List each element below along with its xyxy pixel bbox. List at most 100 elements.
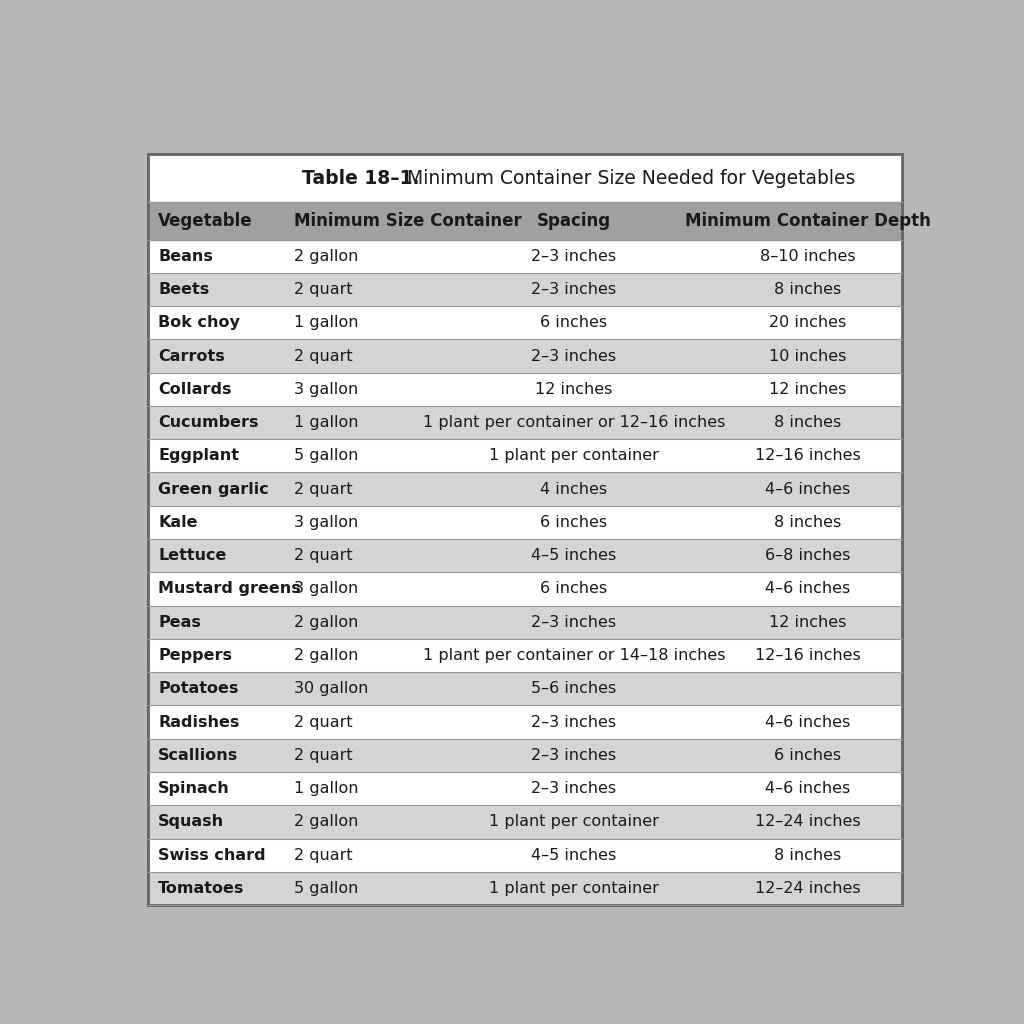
Bar [147, 202, 902, 240]
Text: 2–3 inches: 2–3 inches [531, 282, 616, 297]
Text: 12–24 inches: 12–24 inches [755, 814, 860, 829]
Bar [147, 439, 902, 472]
Text: Potatoes: Potatoes [158, 681, 239, 696]
Text: 5 gallon: 5 gallon [294, 449, 358, 463]
Bar [147, 272, 902, 306]
Text: 2–3 inches: 2–3 inches [531, 781, 616, 796]
Text: 2–3 inches: 2–3 inches [531, 348, 616, 364]
Text: 1 gallon: 1 gallon [294, 415, 358, 430]
Text: Peas: Peas [158, 614, 201, 630]
Text: Lettuce: Lettuce [158, 548, 226, 563]
Text: Minimum Size Container: Minimum Size Container [294, 212, 521, 229]
Text: Spacing: Spacing [537, 212, 611, 229]
Text: 6 inches: 6 inches [541, 315, 607, 331]
Text: 12 inches: 12 inches [769, 382, 846, 397]
Text: 10 inches: 10 inches [769, 348, 846, 364]
Text: 2 quart: 2 quart [294, 715, 352, 729]
Text: 4–5 inches: 4–5 inches [531, 548, 616, 563]
Text: Peppers: Peppers [158, 648, 232, 663]
Bar [147, 155, 902, 202]
Bar [147, 339, 902, 373]
Text: Beets: Beets [158, 282, 209, 297]
Text: 2 quart: 2 quart [294, 548, 352, 563]
Text: 12–16 inches: 12–16 inches [755, 648, 860, 663]
Bar [147, 539, 902, 572]
Text: Table 18–1.: Table 18–1. [302, 169, 420, 187]
Text: Mustard greens: Mustard greens [158, 582, 301, 596]
Text: 3 gallon: 3 gallon [294, 582, 358, 596]
Text: 2 gallon: 2 gallon [294, 814, 358, 829]
Text: 3 gallon: 3 gallon [294, 382, 358, 397]
Text: 5–6 inches: 5–6 inches [531, 681, 616, 696]
Text: Vegetable: Vegetable [158, 212, 253, 229]
Text: Minimum Container Depth: Minimum Container Depth [685, 212, 931, 229]
Text: 8 inches: 8 inches [774, 848, 841, 862]
Text: 4–6 inches: 4–6 inches [765, 582, 850, 596]
Text: 1 plant per container or 12–16 inches: 1 plant per container or 12–16 inches [423, 415, 725, 430]
Text: 1 plant per container or 14–18 inches: 1 plant per container or 14–18 inches [423, 648, 725, 663]
Bar [147, 406, 902, 439]
Text: 2–3 inches: 2–3 inches [531, 614, 616, 630]
Text: 1 gallon: 1 gallon [294, 315, 358, 331]
Text: 3 gallon: 3 gallon [294, 515, 358, 529]
Bar [147, 639, 902, 672]
Text: 1 plant per container: 1 plant per container [488, 881, 658, 896]
Text: Tomatoes: Tomatoes [158, 881, 245, 896]
Text: Green garlic: Green garlic [158, 481, 269, 497]
Text: 2 quart: 2 quart [294, 848, 352, 862]
Text: 12 inches: 12 inches [769, 614, 846, 630]
Text: Carrots: Carrots [158, 348, 225, 364]
Text: 12 inches: 12 inches [536, 382, 612, 397]
Text: 4–6 inches: 4–6 inches [765, 481, 850, 497]
Bar [147, 572, 902, 605]
Text: 2 quart: 2 quart [294, 282, 352, 297]
Text: 2 quart: 2 quart [294, 348, 352, 364]
Text: 4–5 inches: 4–5 inches [531, 848, 616, 862]
Text: 12–16 inches: 12–16 inches [755, 449, 860, 463]
Text: Minimum Container Size Needed for Vegetables: Minimum Container Size Needed for Vegeta… [401, 169, 855, 187]
Text: 2 quart: 2 quart [294, 748, 352, 763]
Text: Scallions: Scallions [158, 748, 239, 763]
Text: Cucumbers: Cucumbers [158, 415, 259, 430]
Text: 8 inches: 8 inches [774, 415, 841, 430]
Text: 2–3 inches: 2–3 inches [531, 715, 616, 729]
Text: Bok choy: Bok choy [158, 315, 240, 331]
Text: 1 gallon: 1 gallon [294, 781, 358, 796]
Text: 8 inches: 8 inches [774, 515, 841, 529]
Text: 8 inches: 8 inches [774, 282, 841, 297]
Text: 2–3 inches: 2–3 inches [531, 748, 616, 763]
Text: Squash: Squash [158, 814, 224, 829]
Text: Radishes: Radishes [158, 715, 240, 729]
Text: 4–6 inches: 4–6 inches [765, 781, 850, 796]
Bar [147, 772, 902, 805]
Text: Collards: Collards [158, 382, 231, 397]
Bar [147, 306, 902, 339]
Text: 20 inches: 20 inches [769, 315, 846, 331]
Text: 4–6 inches: 4–6 inches [765, 715, 850, 729]
Bar [147, 240, 902, 272]
Bar [147, 472, 902, 506]
Text: 1 plant per container: 1 plant per container [488, 449, 658, 463]
Text: Eggplant: Eggplant [158, 449, 240, 463]
Text: Swiss chard: Swiss chard [158, 848, 266, 862]
Text: Beans: Beans [158, 249, 213, 264]
Text: 12–24 inches: 12–24 inches [755, 881, 860, 896]
Text: 2 gallon: 2 gallon [294, 614, 358, 630]
Text: 5 gallon: 5 gallon [294, 881, 358, 896]
Bar [147, 605, 902, 639]
Bar [147, 506, 902, 539]
Bar [147, 871, 902, 905]
Text: 6 inches: 6 inches [774, 748, 841, 763]
Bar [147, 839, 902, 871]
Text: 6 inches: 6 inches [541, 582, 607, 596]
Text: 6–8 inches: 6–8 inches [765, 548, 850, 563]
Text: 30 gallon: 30 gallon [294, 681, 369, 696]
Text: 6 inches: 6 inches [541, 515, 607, 529]
Text: 8–10 inches: 8–10 inches [760, 249, 855, 264]
Bar [147, 805, 902, 839]
Text: 1 plant per container: 1 plant per container [488, 814, 658, 829]
Text: Kale: Kale [158, 515, 198, 529]
Bar [147, 373, 902, 406]
Text: 2–3 inches: 2–3 inches [531, 249, 616, 264]
Text: Spinach: Spinach [158, 781, 230, 796]
